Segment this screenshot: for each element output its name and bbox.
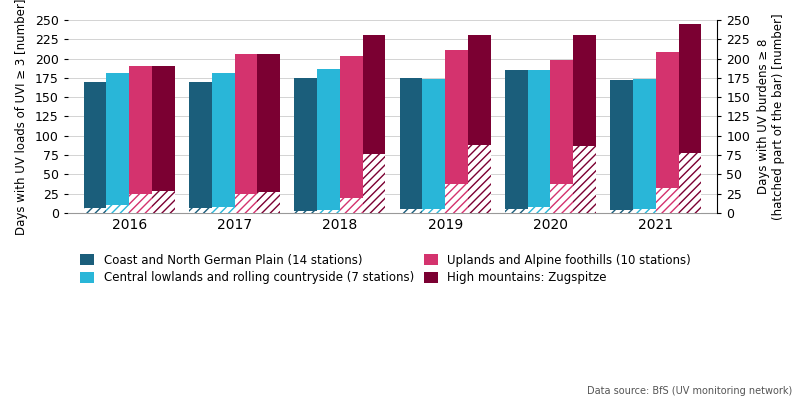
Bar (317, 210, 340, 213)
Bar (656, 188, 678, 213)
Bar (189, 208, 212, 213)
Bar (362, 36, 386, 213)
Bar (212, 207, 234, 213)
Y-axis label: Days with UV loads of UVI ≥ 3 [number]: Days with UV loads of UVI ≥ 3 [number] (15, 0, 28, 235)
Legend: Coast and North German Plain (14 stations), Central lowlands and rolling country: Coast and North German Plain (14 station… (80, 254, 691, 284)
Bar (445, 184, 468, 213)
Bar (130, 194, 152, 213)
Bar (152, 66, 175, 213)
Bar (422, 209, 445, 213)
Bar (445, 50, 468, 213)
Bar (399, 209, 422, 213)
Bar (468, 145, 490, 213)
Bar (505, 209, 528, 213)
Bar (550, 60, 574, 213)
Bar (152, 191, 175, 213)
Bar (574, 146, 596, 213)
Bar (574, 146, 596, 213)
Bar (610, 80, 633, 213)
Bar (106, 205, 130, 213)
Bar (362, 154, 386, 213)
Bar (294, 211, 317, 213)
Bar (130, 194, 152, 213)
Bar (189, 82, 212, 213)
Bar (656, 52, 678, 213)
Bar (340, 198, 362, 213)
Bar (528, 70, 550, 213)
Text: Data source: BfS (UV monitoring network): Data source: BfS (UV monitoring network) (586, 386, 792, 396)
Bar (445, 184, 468, 213)
Bar (258, 192, 280, 213)
Bar (633, 79, 656, 213)
Bar (258, 192, 280, 213)
Bar (106, 73, 130, 213)
Bar (610, 210, 633, 213)
Bar (550, 184, 574, 213)
Bar (106, 205, 130, 213)
Bar (505, 209, 528, 213)
Bar (340, 198, 362, 213)
Bar (294, 78, 317, 213)
Bar (258, 54, 280, 213)
Bar (422, 79, 445, 213)
Bar (212, 73, 234, 213)
Bar (152, 191, 175, 213)
Bar (362, 154, 386, 213)
Bar (468, 35, 490, 213)
Bar (84, 208, 106, 213)
Y-axis label: Days with UV burdens ≥ 8
(hatched part of the bar) [number]: Days with UV burdens ≥ 8 (hatched part o… (757, 13, 785, 220)
Bar (633, 209, 656, 213)
Bar (610, 210, 633, 213)
Bar (550, 184, 574, 213)
Bar (317, 210, 340, 213)
Bar (84, 208, 106, 213)
Bar (678, 153, 702, 213)
Bar (234, 194, 258, 213)
Bar (294, 211, 317, 213)
Bar (468, 145, 490, 213)
Bar (678, 24, 702, 213)
Bar (633, 209, 656, 213)
Bar (656, 188, 678, 213)
Bar (528, 207, 550, 213)
Bar (399, 209, 422, 213)
Bar (234, 54, 258, 213)
Bar (399, 78, 422, 213)
Bar (528, 207, 550, 213)
Bar (130, 66, 152, 213)
Bar (212, 207, 234, 213)
Bar (422, 209, 445, 213)
Bar (317, 69, 340, 213)
Bar (234, 194, 258, 213)
Bar (678, 153, 702, 213)
Bar (505, 70, 528, 213)
Bar (189, 208, 212, 213)
Bar (574, 35, 596, 213)
Bar (340, 56, 362, 213)
Bar (84, 82, 106, 213)
